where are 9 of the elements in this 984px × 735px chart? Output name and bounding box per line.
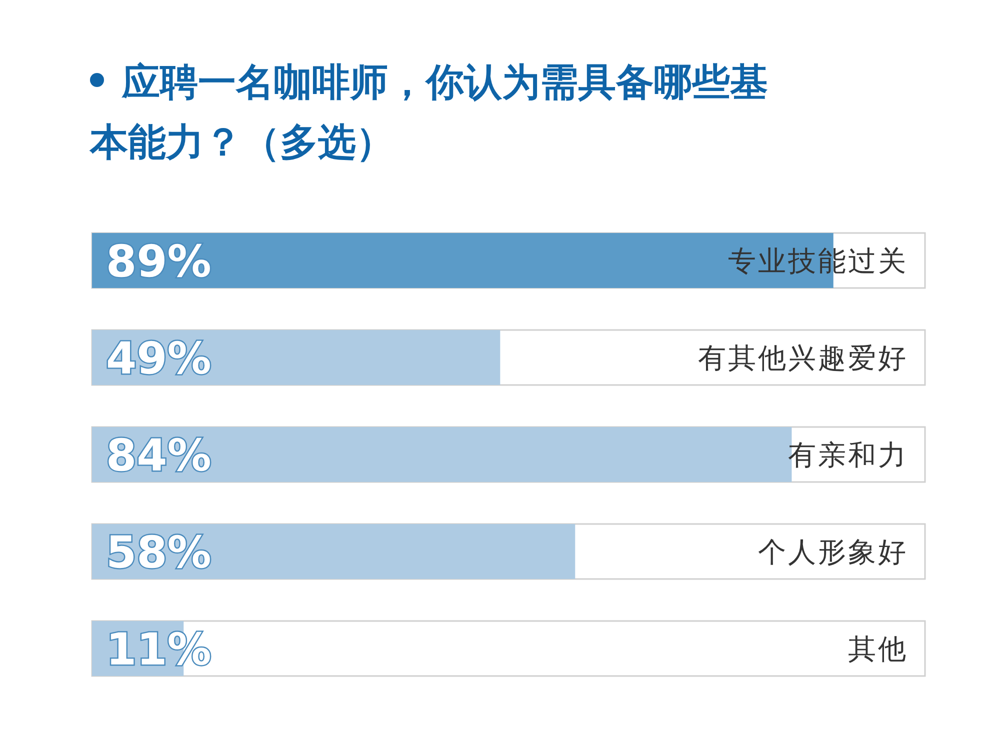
y-tick-label: 其他	[848, 632, 908, 666]
data-label: 58%	[106, 528, 212, 578]
y-tick-label: 个人形象好	[758, 536, 908, 568]
data-label: 89%	[106, 236, 212, 288]
data-label: 49%	[106, 334, 212, 384]
y-tick-label: 有其他兴趣爱好	[698, 342, 908, 374]
chart-title: 应聘一名咖啡师，你认为需具备哪些基本能力？（多选）	[89, 60, 768, 164]
y-tick-label: 有亲和力	[788, 438, 908, 472]
data-label: 84%	[106, 430, 212, 482]
